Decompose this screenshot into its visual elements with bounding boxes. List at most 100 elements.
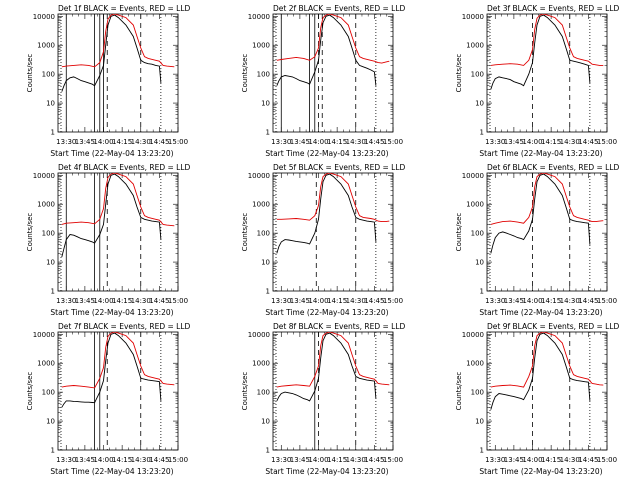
panel-2-frame (272, 13, 394, 133)
panel-2-xlabel: Start Time (22-May-04 13:23:20) (265, 149, 388, 158)
panel-4-xtick-label: 15:00 (168, 297, 188, 305)
panel-2-xtick-label: 14:45 (364, 138, 384, 146)
panel-1-xtick-label: 15:00 (168, 138, 188, 146)
panel-8-xtick-label: 13:30 (271, 456, 291, 464)
panel-3-ytick-label: 100 (471, 71, 484, 79)
panel-6-xlabel: Start Time (22-May-04 13:23:20) (479, 308, 602, 317)
panel-9-series-lld (490, 332, 604, 388)
panel-4-title: Det 4f BLACK = Events, RED = LLD (58, 163, 191, 172)
panel-8-xtick-label: 14:15 (327, 456, 347, 464)
panel-8-ytick-label: 100 (257, 389, 270, 397)
panel-4-xtick-label: 14:00 (93, 297, 113, 305)
panel-6-series-events (490, 173, 591, 254)
panel-7-ytick-label: 10000 (33, 331, 55, 339)
panel-5-series-lld (276, 173, 390, 223)
panel-4-xtick-label: 14:30 (131, 297, 151, 305)
panel-3-xtick-label: 13:45 (504, 138, 524, 146)
panel-5-xtick-label: 13:45 (290, 297, 310, 305)
panel-1-xlabel: Start Time (22-May-04 13:23:20) (50, 149, 173, 158)
panel-6-ytick-label: 100 (471, 230, 484, 238)
panel-3-ylabel: Counts/sec (455, 54, 463, 93)
panel-9: Det 9f BLACK = Events, RED = LLD Counts/s… (455, 322, 620, 476)
panel-7-xtick-label: 14:15 (112, 456, 132, 464)
panel-4-xtick-label: 14:45 (149, 297, 169, 305)
panel-1: Det 1f BLACK = Events, RED = LLD Counts/s… (26, 4, 191, 158)
panel-5-xtick-label: 14:30 (346, 297, 366, 305)
panel-9-xtick-label: 14:00 (522, 456, 542, 464)
panel-8-ytick-label: 10 (261, 418, 270, 426)
panel-8-ytick-label: 1000 (252, 360, 270, 368)
panel-5-ylabel: Counts/sec (241, 213, 249, 252)
panel-9-ytick-label: 100 (471, 389, 484, 397)
panel-6: Det 6f BLACK = Events, RED = LLD Counts/s… (455, 163, 620, 317)
panel-2-series-events (276, 14, 377, 86)
panel-7-ytick-label: 100 (42, 389, 55, 397)
panel-2: Det 2f BLACK = Events, RED = LLD Counts/s… (241, 4, 406, 158)
panel-4-ytick-label: 100 (42, 230, 55, 238)
panel-7-xtick-label: 15:00 (168, 456, 188, 464)
panel-8-frame (272, 331, 394, 451)
panel-2-ytick-label: 100 (257, 71, 270, 79)
panel-8: Det 8f BLACK = Events, RED = LLD Counts/s… (241, 322, 406, 476)
panel-9-xtick-label: 15:00 (597, 456, 617, 464)
panel-8-series-events (276, 332, 377, 402)
panel-7-series-events (61, 332, 162, 408)
panel-6-ytick-label: 1 (480, 288, 484, 296)
panel-2-xtick-label: 13:30 (271, 138, 291, 146)
panel-9-title: Det 9f BLACK = Events, RED = LLD (487, 322, 620, 331)
panel-6-xtick-label: 14:15 (541, 297, 561, 305)
panel-7-series-lld (61, 332, 175, 389)
panel-6-ytick-label: 10000 (462, 172, 484, 180)
panel-5: Det 5f BLACK = Events, RED = LLD Counts/s… (241, 163, 406, 317)
panel-1-ytick-label: 10000 (33, 13, 55, 21)
panel-6-ytick-label: 1000 (466, 201, 484, 209)
panel-7-ytick-label: 1 (51, 447, 55, 455)
panel-4-ytick-label: 10 (46, 259, 55, 267)
panel-7-ytick-label: 1000 (37, 360, 55, 368)
panel-5-ytick-label: 10000 (248, 172, 270, 180)
panel-2-ytick-label: 1000 (252, 42, 270, 50)
panel-5-title: Det 5f BLACK = Events, RED = LLD (273, 163, 406, 172)
panel-6-ylabel: Counts/sec (455, 213, 463, 252)
panel-8-ytick-label: 10000 (248, 331, 270, 339)
panel-3-ytick-label: 1000 (466, 42, 484, 50)
panel-6-title: Det 6f BLACK = Events, RED = LLD (487, 163, 620, 172)
panel-1-xtick-label: 13:30 (56, 138, 76, 146)
panel-2-ytick-label: 10000 (248, 13, 270, 21)
panel-3-frame (486, 13, 608, 133)
panel-5-xtick-label: 14:45 (364, 297, 384, 305)
panel-9-xlabel: Start Time (22-May-04 13:23:20) (479, 467, 602, 476)
panel-9-series-events (490, 332, 591, 410)
panel-2-xtick-label: 13:45 (290, 138, 310, 146)
panel-9-ylabel: Counts/sec (455, 372, 463, 411)
panel-5-ytick-label: 1000 (252, 201, 270, 209)
panel-9-xtick-label: 14:45 (578, 456, 598, 464)
panel-3-ytick-label: 10 (475, 100, 484, 108)
panel-4-ytick-label: 1000 (37, 201, 55, 209)
panel-3-title: Det 3f BLACK = Events, RED = LLD (487, 4, 620, 13)
panel-1-xtick-label: 14:30 (131, 138, 151, 146)
panel-7-xtick-label: 13:45 (75, 456, 95, 464)
panel-7-xtick-label: 14:45 (149, 456, 169, 464)
panel-2-ylabel: Counts/sec (241, 54, 249, 93)
panel-9-ytick-label: 10000 (462, 331, 484, 339)
panel-3-ytick-label: 10000 (462, 13, 484, 21)
panel-5-frame (272, 172, 394, 292)
panel-4-series-lld (61, 173, 175, 227)
panel-7-xlabel: Start Time (22-May-04 13:23:20) (50, 467, 173, 476)
panel-1-frame (57, 13, 179, 133)
panel-6-xtick-label: 14:00 (522, 297, 542, 305)
panel-1-xtick-label: 14:00 (93, 138, 113, 146)
panel-1-xtick-label: 14:45 (149, 138, 169, 146)
panel-4-xtick-label: 13:45 (75, 297, 95, 305)
panel-1-title: Det 1f BLACK = Events, RED = LLD (58, 4, 191, 13)
panel-2-xtick-label: 14:00 (308, 138, 328, 146)
panel-6-frame (486, 172, 608, 292)
panel-6-xtick-label: 14:45 (578, 297, 598, 305)
panel-8-xtick-label: 15:00 (383, 456, 403, 464)
panel-1-xtick-label: 13:45 (75, 138, 95, 146)
panel-9-xtick-label: 14:15 (541, 456, 561, 464)
panel-1-ytick-label: 10 (46, 100, 55, 108)
panel-1-series-lld (61, 14, 175, 68)
